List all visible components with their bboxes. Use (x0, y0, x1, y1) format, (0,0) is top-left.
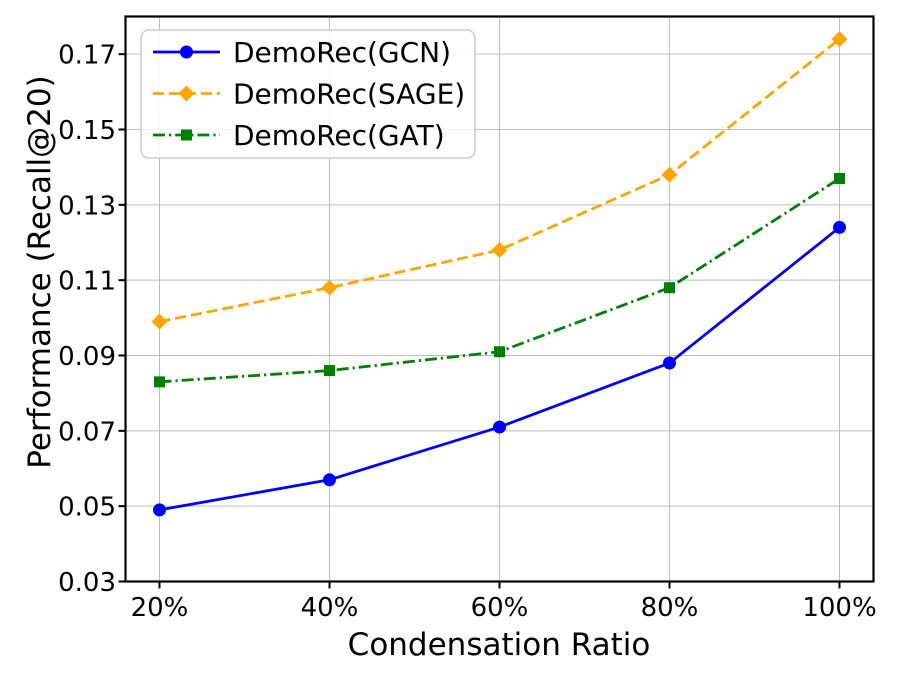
circle-marker (180, 45, 193, 59)
legend-label: DemoRec(GCN) (233, 36, 451, 69)
diamond-marker (491, 242, 508, 259)
diamond-marker (661, 166, 678, 183)
square-marker (834, 172, 845, 184)
x-tick-label: 100% (802, 593, 876, 623)
x-tick-label: 40% (301, 593, 359, 623)
square-marker (154, 376, 165, 388)
square-marker (181, 129, 192, 141)
x-axis-label: Condensation Ratio (347, 627, 651, 663)
y-tick-label: 0.07 (58, 417, 116, 447)
y-tick-label: 0.05 (58, 493, 116, 523)
axis-ticks (118, 53, 841, 589)
y-tick-label: 0.15 (58, 116, 116, 146)
tick-labels: 20% 40% 60% 80% 100% 0.03 0.05 0.07 0.09 0.11 0.13… (58, 41, 877, 623)
x-tick-label: 60% (471, 593, 529, 623)
circle-marker (663, 356, 676, 370)
legend: DemoRec(GCN) DemoRec(SAGE) DemoRec(GAT) (140, 29, 476, 159)
circle-marker (323, 473, 336, 487)
diamond-marker (151, 313, 168, 330)
y-axis-label: Performance (Recall@20) (22, 75, 58, 469)
y-tick-label: 0.03 (58, 568, 116, 598)
legend-box (140, 29, 476, 159)
y-tick-label: 0.11 (58, 267, 116, 297)
square-marker (664, 282, 675, 294)
circle-marker (153, 503, 166, 517)
diamond-marker (831, 31, 848, 48)
series-line (159, 38, 841, 323)
circle-marker (493, 420, 506, 434)
square-marker (494, 346, 505, 358)
plot-border (124, 15, 875, 583)
legend-label: DemoRec(GAT) (233, 119, 445, 152)
square-marker (324, 365, 335, 377)
x-tick-label: 80% (641, 593, 699, 623)
x-tick-label: 20% (131, 593, 189, 623)
y-tick-label: 0.13 (58, 191, 116, 221)
diamond-marker (321, 279, 338, 296)
y-tick-label: 0.09 (58, 342, 116, 372)
series (151, 31, 848, 517)
y-tick-label: 0.17 (58, 41, 116, 71)
diamond-marker (178, 85, 195, 102)
legend-label: DemoRec(SAGE) (233, 78, 465, 111)
circle-marker (833, 220, 846, 234)
